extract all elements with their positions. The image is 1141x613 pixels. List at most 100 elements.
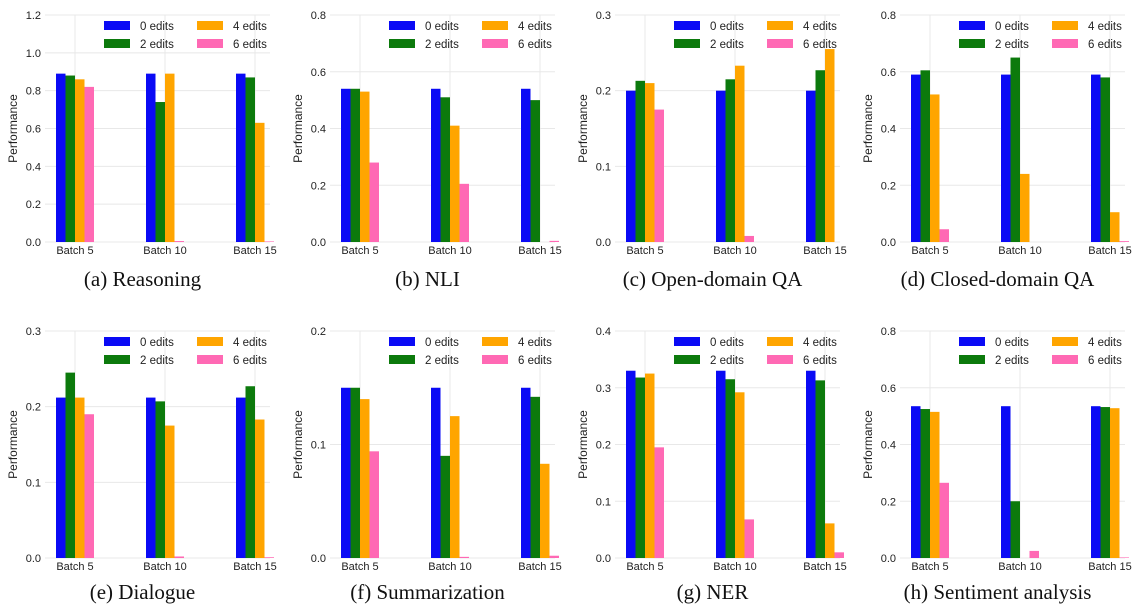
legend-swatch	[389, 39, 415, 48]
legend-label: 4 edits	[518, 337, 552, 349]
y-axis-label: Performance	[576, 94, 590, 163]
y-axis-label: Performance	[6, 94, 20, 163]
x-tick-label: Batch 15	[233, 245, 276, 257]
legend-swatch	[389, 355, 415, 364]
y-tick-label: 0.0	[881, 237, 896, 249]
x-tick-label: Batch 10	[428, 561, 471, 573]
legend-swatch	[104, 355, 130, 364]
y-tick-label: 0.2	[596, 86, 611, 98]
x-tick-label: Batch 15	[1088, 561, 1131, 573]
bar	[834, 552, 844, 558]
legend-swatch	[674, 337, 700, 346]
legend-label: 2 edits	[140, 39, 174, 51]
y-tick-label: 0.6	[881, 383, 896, 395]
bar	[530, 396, 540, 558]
bar	[744, 519, 754, 558]
legend-label: 0 edits	[425, 21, 459, 33]
bar	[521, 387, 531, 558]
legend-swatch	[674, 21, 700, 30]
legend-swatch	[197, 21, 223, 30]
x-tick-label: Batch 15	[518, 561, 561, 573]
legend-label: 2 edits	[425, 355, 459, 367]
x-tick-label: Batch 5	[911, 245, 948, 257]
legend-label: 0 edits	[710, 337, 744, 349]
bar	[654, 447, 664, 558]
chart-open-domain-qa: 0.0 0.1 0.2 0.3 Batch 5 Batch 10 Batch 15 Perfo…	[576, 10, 847, 257]
legend-swatch	[959, 39, 985, 48]
bar	[654, 109, 664, 242]
legend-swatch	[104, 39, 130, 48]
legend-swatch	[389, 21, 415, 30]
legend-label: 0 edits	[995, 21, 1029, 33]
legend-label: 4 edits	[233, 337, 267, 349]
bar	[725, 79, 735, 242]
bar	[431, 387, 441, 558]
legend-label: 4 edits	[803, 21, 837, 33]
x-tick-label: Batch 10	[713, 561, 756, 573]
bar	[806, 370, 816, 558]
x-tick-label: Batch 5	[341, 245, 378, 257]
bar	[1001, 406, 1011, 558]
bar	[255, 122, 265, 242]
chart-caption: (d) Closed-domain QA	[900, 267, 1095, 291]
x-tick-label: Batch 5	[341, 561, 378, 573]
bar	[440, 97, 450, 242]
chart-panel-ner: 0.0 0.1 0.2 0.3 0.4 Batch 5 Batch 10 Batch 15 Pe…	[570, 306, 855, 612]
bar	[174, 556, 184, 558]
bar	[725, 379, 735, 558]
legend-swatch	[767, 21, 793, 30]
x-tick-label: Batch 15	[233, 561, 276, 573]
legend-label: 6 edits	[1088, 39, 1122, 51]
bar	[341, 387, 351, 558]
bar	[815, 70, 825, 242]
y-tick-label: 0.8	[881, 10, 896, 22]
chart-reasoning: 0.0 0.2 0.4 0.6 0.8 1.0 1.2 Batch 5 Batch 10 Batc…	[6, 10, 277, 257]
y-tick-label: 0.0	[26, 553, 41, 565]
y-tick-label: 0.2	[311, 180, 326, 192]
legend-swatch	[1052, 355, 1078, 364]
chart-panel-closed-domain-qa: 0.0 0.2 0.4 0.6 0.8 Batch 5 Batch 10 Batch 15 Pe…	[855, 0, 1140, 306]
x-tick-label: Batch 15	[518, 245, 561, 257]
bar	[155, 102, 165, 243]
bar	[84, 86, 94, 242]
legend-swatch	[104, 21, 130, 30]
legend-label: 2 edits	[425, 39, 459, 51]
bar	[264, 557, 274, 558]
legend-swatch	[674, 39, 700, 48]
y-axis-label: Performance	[576, 410, 590, 479]
legend-swatch	[482, 21, 508, 30]
x-tick-label: Batch 15	[803, 561, 846, 573]
y-axis-label: Performance	[861, 94, 875, 163]
bar	[521, 88, 531, 243]
bar	[1110, 212, 1120, 242]
bar	[245, 386, 255, 558]
bar	[930, 411, 940, 558]
y-tick-label: 0.3	[596, 383, 611, 395]
bar	[264, 241, 274, 242]
legend-label: 6 edits	[803, 39, 837, 51]
legend-swatch	[197, 337, 223, 346]
bar	[440, 455, 450, 558]
y-tick-label: 0.2	[26, 199, 41, 211]
bar	[236, 73, 246, 243]
legend-swatch	[674, 355, 700, 364]
legend-label: 6 edits	[518, 355, 552, 367]
chart-panel-reasoning: 0.0 0.2 0.4 0.6 0.8 1.0 1.2 Batch 5 Batch 10 Batc…	[0, 0, 285, 306]
bar	[825, 49, 835, 242]
legend-swatch	[482, 337, 508, 346]
y-tick-label: 0.0	[311, 237, 326, 249]
legend-swatch	[482, 39, 508, 48]
legend-swatch	[389, 337, 415, 346]
legend-label: 2 edits	[710, 355, 744, 367]
bar	[165, 73, 175, 243]
chart-ner: 0.0 0.1 0.2 0.3 0.4 Batch 5 Batch 10 Batch 15 Pe…	[576, 326, 847, 573]
y-tick-label: 0.2	[881, 496, 896, 508]
bar	[450, 416, 460, 558]
chart-panel-nli: 0.0 0.2 0.4 0.6 0.8 Batch 5 Batch 10 Batch 15 Pe…	[285, 0, 570, 306]
bar	[350, 387, 360, 558]
bar	[815, 380, 825, 558]
bar	[716, 370, 726, 558]
bar	[1001, 74, 1011, 243]
bar	[165, 425, 175, 558]
